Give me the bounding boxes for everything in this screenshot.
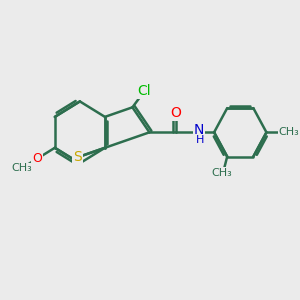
Text: O: O <box>32 152 42 165</box>
Text: CH₃: CH₃ <box>211 168 232 178</box>
Text: S: S <box>73 150 82 164</box>
Text: H: H <box>196 135 204 145</box>
Text: O: O <box>170 106 181 120</box>
Text: N: N <box>194 123 204 137</box>
Text: CH₃: CH₃ <box>278 127 299 137</box>
Text: Cl: Cl <box>138 84 151 98</box>
Text: CH₃: CH₃ <box>11 164 32 173</box>
